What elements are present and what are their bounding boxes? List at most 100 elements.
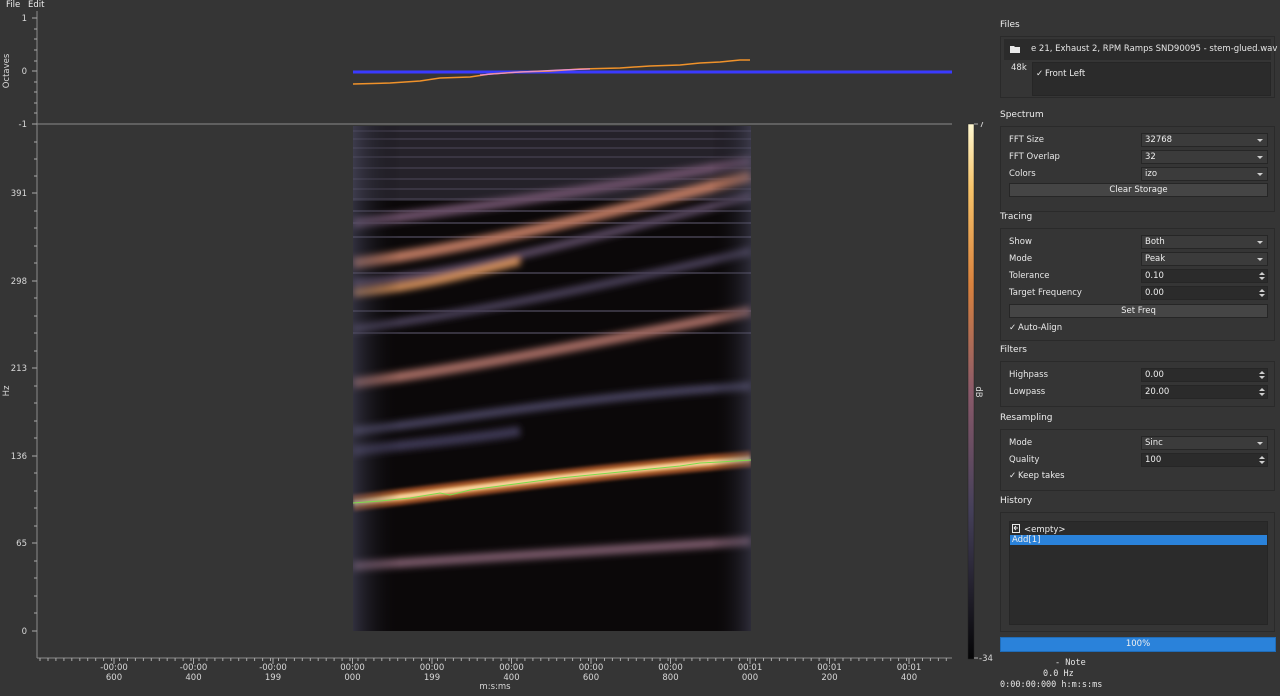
clear-storage-button[interactable]: Clear Storage <box>1009 183 1268 197</box>
spin-up-icon[interactable] <box>1259 456 1265 459</box>
colorbar: 7 -34 dB <box>967 122 993 662</box>
auto-align-label: Auto-Align <box>1018 323 1063 333</box>
time-tick-bottom: 400 <box>185 673 201 683</box>
time-tick-bottom: 200 <box>821 673 837 683</box>
quality-label: Quality <box>1009 455 1040 465</box>
colors-select[interactable]: izo <box>1141 167 1268 181</box>
show-label: Show <box>1009 237 1032 247</box>
time-tick-bottom: 400 <box>901 673 917 683</box>
menu-file[interactable]: File <box>6 0 21 10</box>
spin-up-icon[interactable] <box>1259 388 1265 391</box>
time-tick-top: 00:01 <box>897 663 922 673</box>
spin-down-icon[interactable] <box>1259 393 1265 396</box>
spin-up-icon[interactable] <box>1259 272 1265 275</box>
channel-list: ✓ Front Left <box>1032 62 1271 96</box>
colorbar-label: dB <box>973 386 983 397</box>
lowpass-label: Lowpass <box>1009 387 1046 397</box>
highpass-spinbox[interactable]: 0.00 <box>1141 368 1268 382</box>
fft-overlap-value: 32 <box>1145 152 1156 162</box>
chevron-down-icon <box>1257 173 1263 176</box>
hz-tick: 213 <box>11 364 27 374</box>
highpass-value: 0.00 <box>1145 370 1164 380</box>
side-panel: Files e 21, Exhaust 2, RPM Ramps SND9009… <box>994 11 1280 696</box>
octave-trace-highlight <box>479 68 591 76</box>
quality-spinbox[interactable]: 100 <box>1141 453 1268 467</box>
mode-value: Peak <box>1145 254 1166 264</box>
time-tick-top: 00:01 <box>817 663 842 673</box>
chevron-down-icon <box>1257 139 1263 142</box>
peak-trace <box>353 459 751 504</box>
tracing-title: Tracing <box>1000 212 1033 222</box>
channel-checkbox[interactable]: ✓ Front Left <box>1036 69 1085 79</box>
hz-axis-label: Hz <box>2 385 12 396</box>
time-tick-bottom: 400 <box>503 673 519 683</box>
spectrum-title: Spectrum <box>1000 110 1044 120</box>
chevron-down-icon <box>1257 241 1263 244</box>
spin-down-icon[interactable] <box>1259 294 1265 297</box>
time-axis-label: m:s:ms <box>479 682 511 692</box>
analysis-view: 1 0 -1 Octaves 391 298 213 136 65 0 Hz <box>0 11 993 696</box>
channel-label: Front Left <box>1045 69 1086 79</box>
fft-overlap-select[interactable]: 32 <box>1141 150 1268 164</box>
lowpass-spinbox[interactable]: 20.00 <box>1141 385 1268 399</box>
tracing-group: Show Both Mode Peak Tolerance 0.10 Targe… <box>1000 228 1275 341</box>
target-frequency-spinbox[interactable]: 0.00 <box>1141 286 1268 300</box>
spin-up-icon[interactable] <box>1259 371 1265 374</box>
file-row[interactable]: e 21, Exhaust 2, RPM Ramps SND90095 - st… <box>1004 39 1277 60</box>
time-tick-top: 00:00 <box>420 663 445 673</box>
time-tick-top: 00:00 <box>499 663 524 673</box>
menu-edit[interactable]: Edit <box>28 0 45 10</box>
spin-down-icon[interactable] <box>1259 376 1265 379</box>
highpass-label: Highpass <box>1009 370 1048 380</box>
fft-size-select[interactable]: 32768 <box>1141 133 1268 147</box>
tolerance-spinbox[interactable]: 0.10 <box>1141 269 1268 283</box>
set-freq-button[interactable]: Set Freq <box>1009 304 1268 318</box>
time-tick-top: 00:00 <box>658 663 683 673</box>
time-tick-top: 00:00 <box>340 663 365 673</box>
hz-tick: 65 <box>16 539 27 549</box>
time-tick-bottom: 199 <box>265 673 281 683</box>
spin-down-icon[interactable] <box>1259 461 1265 464</box>
history-list[interactable]: <empty> Add[1] <box>1009 521 1268 625</box>
filters-group: Highpass 0.00 Lowpass 20.00 <box>1000 361 1275 407</box>
keep-takes-label: Keep takes <box>1018 471 1065 481</box>
time-tick-bottom: 000 <box>742 673 758 683</box>
mode-select[interactable]: Peak <box>1141 252 1268 266</box>
folder-icon <box>1010 46 1020 53</box>
hz-tick: 298 <box>11 277 27 287</box>
history-item-selected[interactable]: Add[1] <box>1010 535 1267 545</box>
resampling-mode-select[interactable]: Sinc <box>1141 436 1268 450</box>
history-title: History <box>1000 496 1033 506</box>
target-frequency-value: 0.00 <box>1145 288 1164 298</box>
time-tick-bottom: 199 <box>424 673 440 683</box>
show-value: Both <box>1145 237 1165 247</box>
time-axis: -00:00600-00:00400-00:0019900:0000000:00… <box>39 658 947 692</box>
files-title: Files <box>1000 20 1020 30</box>
time-tick-top: 00:00 <box>579 663 604 673</box>
spin-up-icon[interactable] <box>1259 289 1265 292</box>
quality-value: 100 <box>1145 455 1162 465</box>
files-group: e 21, Exhaust 2, RPM Ramps SND90095 - st… <box>1000 36 1277 98</box>
colors-label: Colors <box>1009 169 1036 179</box>
show-select[interactable]: Both <box>1141 235 1268 249</box>
time-tick-top: -00:00 <box>180 663 208 673</box>
octaves-tick: 0 <box>22 67 27 77</box>
time-tick-bottom: 800 <box>662 673 678 683</box>
chevron-down-icon <box>1257 156 1263 159</box>
sample-rate: 48k <box>1011 63 1027 73</box>
plot-canvas[interactable]: 1 0 -1 Octaves 391 298 213 136 65 0 Hz <box>0 11 990 696</box>
history-group: <empty> Add[1] <box>1000 512 1275 632</box>
keep-takes-checkbox[interactable]: ✓ Keep takes <box>1009 471 1065 481</box>
fft-size-label: FFT Size <box>1009 135 1044 145</box>
note-readout: - Note <box>1055 658 1086 668</box>
spin-down-icon[interactable] <box>1259 277 1265 280</box>
colorbar-min: -34 <box>979 654 993 662</box>
progress-bar: 100% <box>1000 637 1276 652</box>
auto-align-checkbox[interactable]: ✓ Auto-Align <box>1009 323 1062 333</box>
undo-icon <box>1012 524 1020 533</box>
time-tick-bottom: 600 <box>583 673 599 683</box>
fft-overlap-label: FFT Overlap <box>1009 152 1060 162</box>
chevron-down-icon <box>1257 258 1263 261</box>
history-item[interactable]: <empty> <box>1010 524 1267 535</box>
spectrum-group: FFT Size 32768 FFT Overlap 32 Colors izo… <box>1000 126 1275 212</box>
